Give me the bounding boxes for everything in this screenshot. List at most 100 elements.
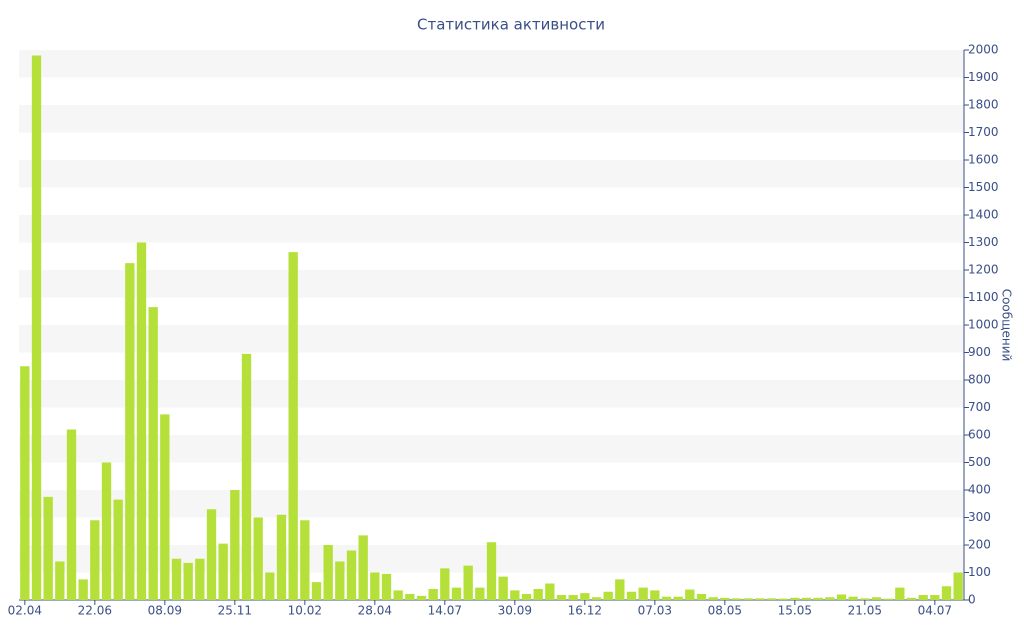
y-tick-label: 600 [968, 428, 991, 442]
bar [685, 589, 695, 600]
bar [125, 263, 135, 600]
bar [276, 514, 287, 600]
grid-band [19, 215, 964, 243]
grid-band [19, 435, 964, 463]
bar [918, 595, 928, 600]
bar [206, 509, 217, 600]
y-tick-label: 1600 [968, 153, 999, 167]
bar [591, 597, 602, 600]
bar [323, 545, 333, 600]
x-tick-label: 22.06 [78, 604, 112, 618]
x-tick-label: 15.05 [778, 604, 812, 618]
bar [66, 429, 77, 600]
bar [31, 55, 42, 600]
x-tick-label: 25.11 [218, 604, 252, 618]
bar [253, 517, 263, 600]
bar [708, 597, 718, 600]
bar [778, 598, 788, 600]
bar [731, 598, 742, 600]
bar [895, 587, 905, 600]
bar [346, 550, 357, 600]
bar [755, 598, 765, 600]
x-tick-label: 28.04 [358, 604, 392, 618]
bar [953, 572, 963, 600]
bar [650, 590, 660, 600]
bar [743, 598, 753, 600]
bar [55, 561, 65, 600]
y-tick-label: 200 [968, 538, 991, 552]
bar [451, 587, 462, 600]
y-tick-label: 100 [968, 565, 991, 579]
bar [288, 252, 298, 600]
grid-band [19, 270, 964, 298]
x-tick-label: 04.07 [918, 604, 952, 618]
y-tick-label: 300 [968, 510, 991, 524]
grid-band [19, 50, 964, 78]
bar [836, 594, 847, 600]
x-tick-label: 21.05 [848, 604, 882, 618]
bar [626, 591, 637, 600]
bar [638, 587, 648, 600]
bar [860, 598, 870, 600]
x-tick-label: 14.07 [428, 604, 462, 618]
chart-title: Статистика активности [417, 16, 605, 34]
bar [603, 591, 613, 600]
bar [78, 579, 88, 600]
y-tick-label: 1400 [968, 208, 999, 222]
y-tick-label: 1900 [968, 70, 999, 84]
bar [148, 307, 158, 600]
bar [825, 597, 835, 600]
x-tick-label: 08.05 [708, 604, 742, 618]
bar [160, 414, 170, 600]
y-tick-label: 700 [968, 400, 991, 414]
bar [766, 598, 777, 600]
bar [615, 579, 625, 600]
y-tick-label: 2000 [968, 43, 999, 57]
bar [930, 595, 940, 600]
bar [498, 576, 508, 600]
bar [883, 598, 893, 600]
y-tick-label: 1000 [968, 318, 999, 332]
bar [358, 535, 368, 600]
bar [416, 595, 427, 600]
y-tick-label: 0 [968, 593, 976, 607]
grid-band [19, 105, 964, 133]
bar [848, 596, 858, 600]
bar [311, 582, 322, 600]
bar [533, 589, 543, 600]
bar [801, 597, 812, 600]
bar [20, 366, 30, 600]
bar [370, 572, 380, 600]
bar [475, 587, 485, 600]
bar [486, 542, 497, 600]
bar [510, 590, 520, 600]
bar [113, 499, 123, 600]
y-tick-label: 1500 [968, 180, 999, 194]
grid-band [19, 380, 964, 408]
x-tick-label: 02.04 [8, 604, 42, 618]
bar [790, 597, 800, 600]
y-tick-label: 1100 [968, 290, 999, 304]
bar [381, 573, 392, 600]
y-tick-label: 900 [968, 345, 991, 359]
bar [521, 593, 532, 600]
y-tick-label: 1700 [968, 125, 999, 139]
bar [90, 520, 100, 600]
bar [300, 520, 310, 600]
bar [696, 593, 707, 600]
bar [673, 596, 683, 600]
bar [463, 565, 473, 600]
bar [195, 558, 205, 600]
bar [171, 558, 182, 600]
bar [241, 353, 252, 600]
bar [720, 597, 730, 600]
x-tick-label: 08.09 [148, 604, 182, 618]
bar [428, 589, 438, 600]
grid-band [19, 490, 964, 518]
bar [580, 593, 590, 600]
bar [556, 595, 567, 600]
x-tick-label: 10.02 [288, 604, 322, 618]
bar [218, 543, 228, 600]
y-tick-label: 800 [968, 373, 991, 387]
